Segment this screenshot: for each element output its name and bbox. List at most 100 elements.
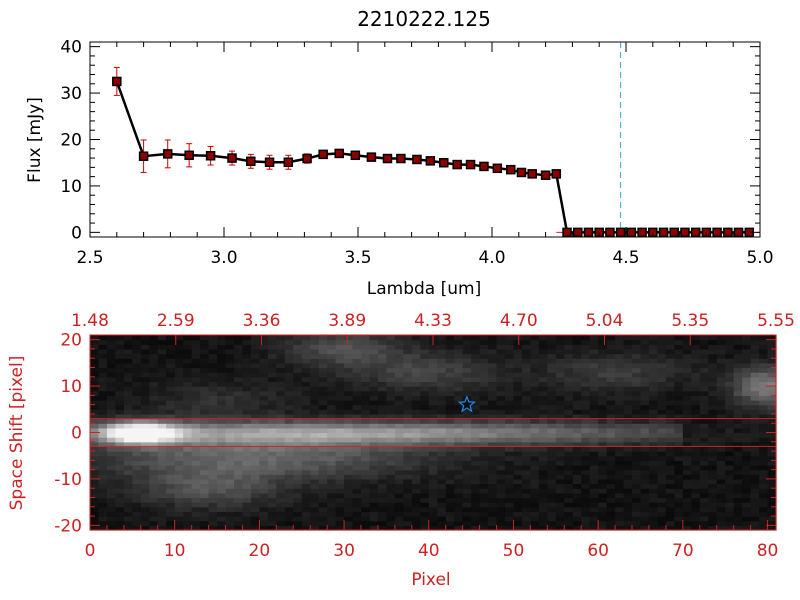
heatmap-cell — [411, 451, 421, 457]
heatmap-cell — [547, 525, 557, 531]
heatmap-cell — [166, 506, 176, 513]
heatmap-cell — [157, 362, 167, 369]
heatmap-cell — [767, 483, 777, 489]
heatmap-cell — [191, 474, 201, 480]
x-tick-label: 3.0 — [210, 248, 237, 268]
heatmap-cell — [530, 460, 540, 466]
heatmap-cell — [648, 506, 659, 513]
heatmap-cell — [335, 497, 345, 503]
heatmap-cell — [403, 376, 413, 383]
heatmap-cell — [250, 516, 260, 522]
heatmap-cell — [496, 492, 506, 499]
heatmap-cell — [733, 353, 743, 359]
heatmap-cell — [767, 395, 777, 401]
heatmap-cell — [361, 525, 371, 531]
heatmap-cell — [149, 335, 159, 341]
heatmap-cell — [615, 502, 625, 508]
heatmap-cell — [504, 339, 515, 345]
heatmap-cell — [606, 511, 616, 517]
heatmap-cell — [716, 488, 726, 494]
heatmap-cell — [149, 478, 159, 485]
heatmap-cell — [259, 502, 269, 508]
heatmap-cell — [157, 478, 167, 485]
flux-point — [562, 227, 572, 238]
heatmap-cell — [462, 348, 472, 355]
heatmap-cell — [437, 511, 447, 517]
heatmap-cell — [276, 344, 286, 350]
flux-point — [264, 157, 275, 167]
heatmap-cell — [530, 335, 540, 341]
heatmap-cell — [767, 520, 777, 526]
heatmap-cell — [615, 516, 625, 522]
heatmap-cell — [564, 386, 574, 392]
heatmap-cell — [377, 483, 388, 489]
heatmap-cell — [648, 344, 659, 350]
heatmap-cell — [564, 400, 574, 406]
heatmap-cell — [250, 344, 260, 350]
heatmap-cell — [90, 344, 100, 350]
heatmap-cell — [606, 376, 616, 383]
heatmap-cell — [267, 451, 277, 457]
heatmap-cell — [767, 404, 777, 410]
heatmap-cell — [149, 446, 159, 452]
heatmap-cell — [674, 474, 684, 480]
heatmap-cell — [132, 395, 142, 401]
heatmap-cell — [140, 404, 150, 410]
heatmap-cell — [759, 478, 769, 485]
heatmap-cell — [250, 432, 260, 438]
heatmap-cell — [437, 372, 447, 378]
heatmap-cell — [699, 376, 709, 383]
heatmap-cell — [716, 460, 726, 466]
heatmap-cell — [504, 455, 515, 461]
heatmap-cell — [454, 358, 464, 364]
heatmap-cell — [699, 423, 709, 429]
heatmap-cell — [352, 474, 362, 480]
heatmap-cell — [437, 455, 447, 461]
heatmap-cell — [394, 348, 404, 355]
heatmap-cell — [327, 516, 337, 522]
heatmap-cell — [581, 372, 591, 378]
heatmap-cell — [200, 339, 210, 345]
heatmap-cell — [538, 502, 548, 508]
heatmap-cell — [564, 362, 574, 369]
heatmap-cell — [657, 404, 667, 410]
heatmap-cell — [454, 488, 464, 494]
heatmap-cell — [725, 413, 735, 420]
heatmap-cell — [174, 432, 184, 438]
heatmap-cell — [488, 372, 498, 378]
heatmap-cell — [674, 423, 684, 429]
heatmap-cell — [521, 339, 531, 345]
heatmap-cell — [344, 465, 354, 471]
heatmap-cell — [208, 362, 218, 369]
heatmap-cell — [632, 432, 642, 438]
heatmap-cell — [115, 483, 125, 489]
heatmap-cell — [217, 516, 227, 522]
heatmap-cell — [386, 516, 396, 522]
heatmap-cell — [538, 474, 548, 480]
heatmap-cell — [411, 432, 421, 438]
heatmap-cell — [445, 474, 455, 480]
heatmap-cell — [115, 446, 125, 452]
heatmap-cell — [310, 502, 320, 508]
heatmap-cell — [708, 488, 718, 494]
heatmap-cell — [615, 386, 625, 392]
heatmap-cell — [369, 516, 379, 522]
heatmap-cell — [361, 488, 371, 494]
heatmap-cell — [623, 423, 633, 429]
heatmap-cell — [166, 465, 176, 471]
heatmap-cell — [301, 348, 311, 355]
heatmap-cell — [598, 423, 608, 429]
heatmap-cell — [623, 446, 633, 452]
heatmap-cell — [750, 478, 760, 485]
heatmap-cell — [699, 418, 709, 424]
heatmap-cell — [750, 348, 760, 355]
heatmap-cell — [411, 395, 421, 401]
heatmap-cell — [615, 451, 625, 457]
flux-point — [350, 150, 361, 161]
heatmap-cell — [437, 353, 447, 359]
heatmap-cell — [699, 469, 709, 475]
heatmap-cell — [369, 362, 379, 369]
heatmap-cell — [733, 451, 743, 457]
heatmap-cell — [394, 409, 404, 415]
heatmap-cell — [344, 497, 354, 503]
